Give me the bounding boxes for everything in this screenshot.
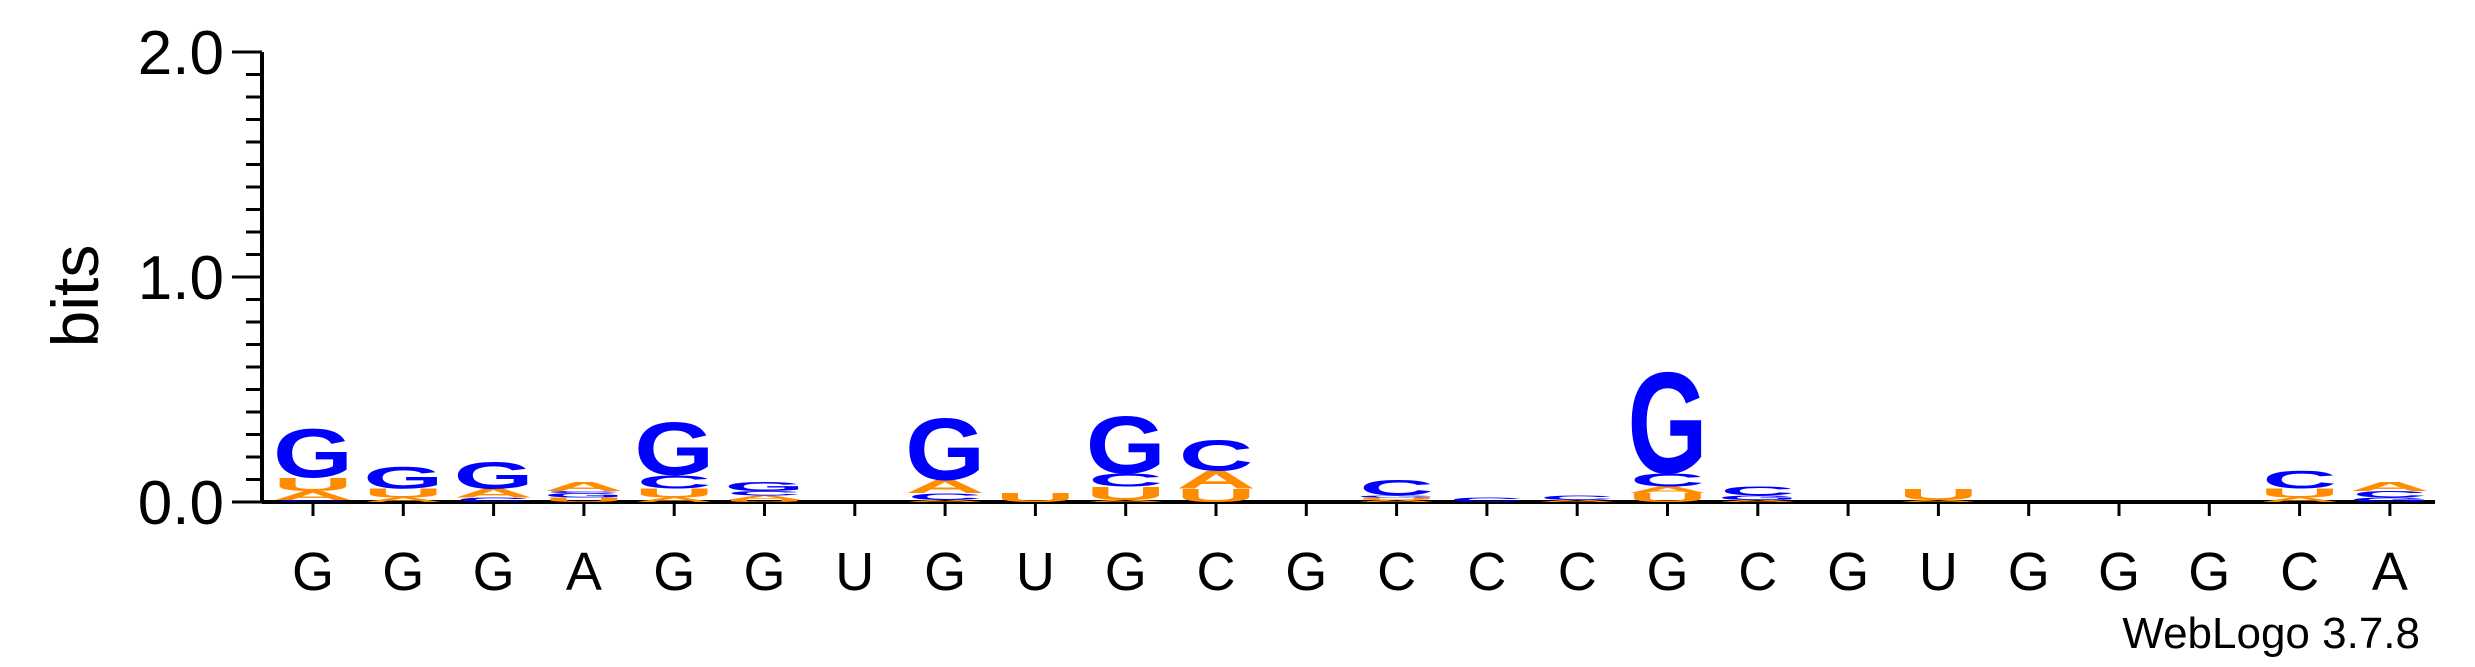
x-tick-label: A [2372,542,2408,602]
logo-letter-u: U [995,491,1075,505]
logo-letter-a: A [1537,499,1617,503]
logo-letter-g: G [1628,341,1708,503]
y-axis: 0.0 1.0 2.0 [138,19,264,538]
x-tick-label: G [2008,542,2050,602]
x-tick-label: U [1919,542,1958,602]
logo-letter-g: G [363,460,443,495]
logo-letter-c: C [1721,484,1795,498]
x-tick-label: G [1105,542,1147,602]
logo-letter-a: A [454,486,534,500]
logo-letter-c: C [456,496,530,503]
logo-letter-a: A [724,494,804,501]
logo-letter-a: A [1176,466,1256,494]
logo-letter-g: G [1086,399,1166,490]
logo-letter-a: A [905,499,985,503]
logo-letter-u: U [1176,485,1256,506]
logo-letter-g: G [2350,496,2430,503]
x-tick-label: G [1285,542,1327,602]
logo-letter-a: A [1086,499,1166,503]
logo-letter-a: A [1898,499,1978,503]
logo-letter-u: U [1627,491,1707,505]
logo-letter-c: C [637,471,711,492]
x-tick-label: A [566,542,602,602]
x-tick-label: G [292,542,334,602]
y-tick-label: 0.0 [138,469,224,538]
x-tick-label: G [924,542,966,602]
x-tick-label: C [1377,542,1416,602]
logo-letter-c: C [1450,496,1524,503]
logo-letter-c: C [2353,489,2427,499]
x-tick-label: C [2280,542,2319,602]
logo-letter-a: A [905,476,985,497]
logo-letter-c: C [908,491,982,501]
x-tick-label: C [1467,542,1506,602]
logo-letter-a: A [634,496,714,503]
y-tick-label: 2.0 [138,19,224,88]
logo-letter-u: U [363,486,443,500]
x-tick-label: G [743,542,785,602]
logo-letter-u: U [724,499,804,503]
logo-letter-a: A [273,488,353,502]
y-tick-label: 1.0 [138,244,224,313]
x-tick-label: G [2188,542,2230,602]
logo-letter-u: U [544,496,624,503]
logo-letter-c: C [1359,475,1433,500]
logo-letter-c: C [727,490,801,497]
logo-letter-a: A [363,496,443,503]
x-tick-label: G [473,542,515,602]
logo-letter-c: C [547,490,621,493]
weblogo-credit: WebLogo 3.7.8 [2122,609,2420,658]
logo-letter-u: U [634,486,714,500]
logo-letter-g: G [1357,495,1437,498]
logo-letter-g: G [544,492,624,499]
x-tick-label: C [1738,542,1777,602]
x-tick-label: U [835,542,874,602]
x-tick-label: U [1016,542,1055,602]
logo-letter-a: A [2350,479,2430,493]
logo-letter-c: C [2262,466,2336,494]
y-axis-label: bits [38,245,112,348]
logo-letter-g: G [273,415,353,492]
logo-letter-a: A [1627,484,1707,495]
logo-letter-u: U [2260,486,2340,500]
logo-letter-a: A [1718,499,1798,503]
logo-letter-g: G [634,407,714,491]
logo-letter-a: A [2260,496,2340,503]
logo-letter-c: C [1630,469,1704,490]
logo-letter-g: G [454,455,534,497]
x-tick-label: G [653,542,695,602]
logo-letter-c: C [1179,430,1253,480]
x-tick-label: C [1197,542,1236,602]
logo-letter-u: U [1357,497,1437,501]
x-tick-label: C [1558,542,1597,602]
logo-letter-g: G [725,479,805,493]
logo-letter-g: G [905,400,985,498]
logo-letter-c: C [1540,494,1614,501]
logo-letter-c: C [1089,469,1163,490]
logo-letter-a: A [1357,499,1437,503]
logo-letter-u: U [273,474,353,495]
logo-letter-u: U [1898,485,1978,503]
x-tick-label: G [1646,542,1688,602]
x-tick-label: G [382,542,424,602]
logo-letter-a: A [544,479,624,493]
x-tick-label: G [2098,542,2140,602]
logo-letter-c: C [276,499,350,502]
logo-letter-g: G [1718,494,1798,501]
logo-letter-u: U [1086,483,1166,504]
x-tick-label: G [1827,542,1869,602]
